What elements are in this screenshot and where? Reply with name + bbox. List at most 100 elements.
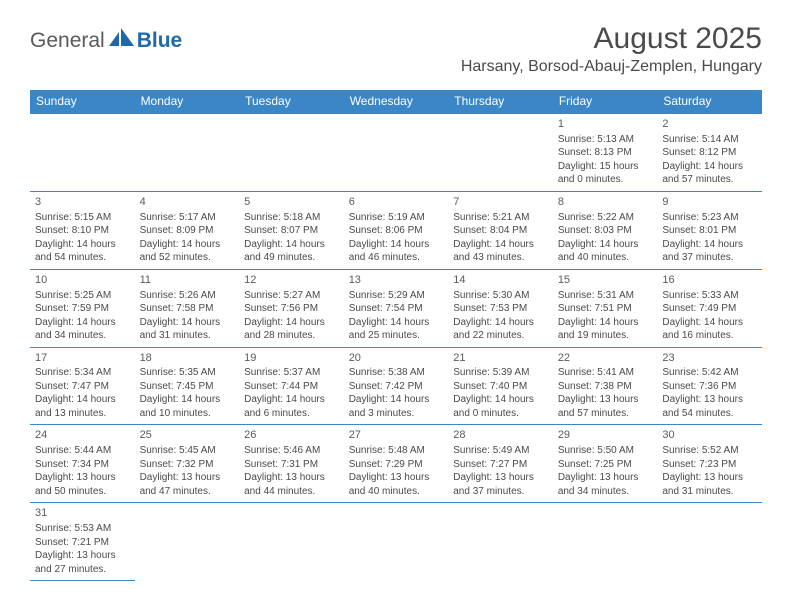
day-number: 17	[35, 351, 130, 366]
location-text: Harsany, Borsod-Abauj-Zemplen, Hungary	[461, 58, 762, 76]
sunset-line: Sunset: 7:42 PM	[349, 380, 444, 394]
daylight-line: Daylight: 14 hours and 57 minutes.	[662, 160, 757, 187]
day-number: 29	[558, 428, 653, 443]
sunrise-line: Sunrise: 5:46 AM	[244, 444, 339, 458]
sunset-line: Sunset: 8:04 PM	[453, 224, 548, 238]
day-number: 31	[35, 506, 130, 521]
day-number: 22	[558, 351, 653, 366]
daylight-line: Daylight: 13 hours and 31 minutes.	[662, 471, 757, 498]
sunrise-line: Sunrise: 5:34 AM	[35, 366, 130, 380]
calendar-cell: 21Sunrise: 5:39 AMSunset: 7:40 PMDayligh…	[448, 347, 553, 425]
day-number: 26	[244, 428, 339, 443]
sunrise-line: Sunrise: 5:29 AM	[349, 289, 444, 303]
calendar-cell: 7Sunrise: 5:21 AMSunset: 8:04 PMDaylight…	[448, 191, 553, 269]
calendar-cell: 15Sunrise: 5:31 AMSunset: 7:51 PMDayligh…	[553, 269, 658, 347]
logo: General Blue	[30, 28, 182, 53]
sunset-line: Sunset: 7:38 PM	[558, 380, 653, 394]
calendar-table: SundayMondayTuesdayWednesdayThursdayFrid…	[30, 90, 762, 581]
daylight-line: Daylight: 14 hours and 46 minutes.	[349, 238, 444, 265]
calendar-cell	[30, 113, 135, 191]
calendar-cell: 3Sunrise: 5:15 AMSunset: 8:10 PMDaylight…	[30, 191, 135, 269]
day-number: 2	[662, 117, 757, 132]
logo-sails-icon	[109, 28, 135, 53]
sunset-line: Sunset: 8:07 PM	[244, 224, 339, 238]
sunset-line: Sunset: 8:09 PM	[140, 224, 235, 238]
daylight-line: Daylight: 14 hours and 37 minutes.	[662, 238, 757, 265]
daylight-line: Daylight: 15 hours and 0 minutes.	[558, 160, 653, 187]
daylight-line: Daylight: 14 hours and 49 minutes.	[244, 238, 339, 265]
calendar-cell	[448, 503, 553, 581]
calendar-cell	[553, 503, 658, 581]
daylight-line: Daylight: 13 hours and 44 minutes.	[244, 471, 339, 498]
calendar-cell	[135, 113, 240, 191]
sunset-line: Sunset: 7:23 PM	[662, 458, 757, 472]
daylight-line: Daylight: 13 hours and 34 minutes.	[558, 471, 653, 498]
daylight-line: Daylight: 14 hours and 16 minutes.	[662, 316, 757, 343]
day-number: 20	[349, 351, 444, 366]
sunrise-line: Sunrise: 5:44 AM	[35, 444, 130, 458]
sunset-line: Sunset: 7:51 PM	[558, 302, 653, 316]
daylight-line: Daylight: 14 hours and 52 minutes.	[140, 238, 235, 265]
sunrise-line: Sunrise: 5:27 AM	[244, 289, 339, 303]
sunset-line: Sunset: 8:10 PM	[35, 224, 130, 238]
calendar-cell	[657, 503, 762, 581]
sunrise-line: Sunrise: 5:45 AM	[140, 444, 235, 458]
weekday-header: Sunday	[30, 90, 135, 113]
day-number: 8	[558, 195, 653, 210]
calendar-cell	[344, 503, 449, 581]
sunrise-line: Sunrise: 5:19 AM	[349, 211, 444, 225]
daylight-line: Daylight: 13 hours and 37 minutes.	[453, 471, 548, 498]
sunrise-line: Sunrise: 5:14 AM	[662, 133, 757, 147]
daylight-line: Daylight: 13 hours and 54 minutes.	[662, 393, 757, 420]
sunrise-line: Sunrise: 5:22 AM	[558, 211, 653, 225]
sunset-line: Sunset: 7:49 PM	[662, 302, 757, 316]
calendar-cell: 14Sunrise: 5:30 AMSunset: 7:53 PMDayligh…	[448, 269, 553, 347]
calendar-head: SundayMondayTuesdayWednesdayThursdayFrid…	[30, 90, 762, 113]
day-number: 11	[140, 273, 235, 288]
weekday-header: Thursday	[448, 90, 553, 113]
sunset-line: Sunset: 7:40 PM	[453, 380, 548, 394]
day-number: 15	[558, 273, 653, 288]
weekday-header: Saturday	[657, 90, 762, 113]
calendar-cell: 28Sunrise: 5:49 AMSunset: 7:27 PMDayligh…	[448, 425, 553, 503]
daylight-line: Daylight: 13 hours and 40 minutes.	[349, 471, 444, 498]
calendar-cell: 1Sunrise: 5:13 AMSunset: 8:13 PMDaylight…	[553, 113, 658, 191]
day-number: 10	[35, 273, 130, 288]
sunset-line: Sunset: 7:58 PM	[140, 302, 235, 316]
calendar-cell: 20Sunrise: 5:38 AMSunset: 7:42 PMDayligh…	[344, 347, 449, 425]
daylight-line: Daylight: 14 hours and 19 minutes.	[558, 316, 653, 343]
sunrise-line: Sunrise: 5:21 AM	[453, 211, 548, 225]
day-number: 25	[140, 428, 235, 443]
sunset-line: Sunset: 7:53 PM	[453, 302, 548, 316]
calendar-cell: 30Sunrise: 5:52 AMSunset: 7:23 PMDayligh…	[657, 425, 762, 503]
sunrise-line: Sunrise: 5:35 AM	[140, 366, 235, 380]
daylight-line: Daylight: 14 hours and 34 minutes.	[35, 316, 130, 343]
sunrise-line: Sunrise: 5:31 AM	[558, 289, 653, 303]
weekday-header: Monday	[135, 90, 240, 113]
daylight-line: Daylight: 14 hours and 22 minutes.	[453, 316, 548, 343]
logo-text-general: General	[30, 29, 105, 53]
calendar-cell: 6Sunrise: 5:19 AMSunset: 8:06 PMDaylight…	[344, 191, 449, 269]
daylight-line: Daylight: 13 hours and 27 minutes.	[35, 549, 130, 576]
daylight-line: Daylight: 14 hours and 6 minutes.	[244, 393, 339, 420]
sunrise-line: Sunrise: 5:42 AM	[662, 366, 757, 380]
sunrise-line: Sunrise: 5:52 AM	[662, 444, 757, 458]
sunrise-line: Sunrise: 5:53 AM	[35, 522, 130, 536]
sunset-line: Sunset: 8:06 PM	[349, 224, 444, 238]
day-number: 30	[662, 428, 757, 443]
day-number: 7	[453, 195, 548, 210]
sunrise-line: Sunrise: 5:23 AM	[662, 211, 757, 225]
calendar-cell: 8Sunrise: 5:22 AMSunset: 8:03 PMDaylight…	[553, 191, 658, 269]
sunset-line: Sunset: 7:47 PM	[35, 380, 130, 394]
month-title: August 2025	[461, 22, 762, 56]
sunrise-line: Sunrise: 5:18 AM	[244, 211, 339, 225]
calendar-cell: 19Sunrise: 5:37 AMSunset: 7:44 PMDayligh…	[239, 347, 344, 425]
calendar-cell: 2Sunrise: 5:14 AMSunset: 8:12 PMDaylight…	[657, 113, 762, 191]
sunrise-line: Sunrise: 5:49 AM	[453, 444, 548, 458]
sunset-line: Sunset: 7:29 PM	[349, 458, 444, 472]
day-number: 6	[349, 195, 444, 210]
weekday-header: Tuesday	[239, 90, 344, 113]
day-number: 12	[244, 273, 339, 288]
calendar-cell: 29Sunrise: 5:50 AMSunset: 7:25 PMDayligh…	[553, 425, 658, 503]
calendar-cell: 10Sunrise: 5:25 AMSunset: 7:59 PMDayligh…	[30, 269, 135, 347]
